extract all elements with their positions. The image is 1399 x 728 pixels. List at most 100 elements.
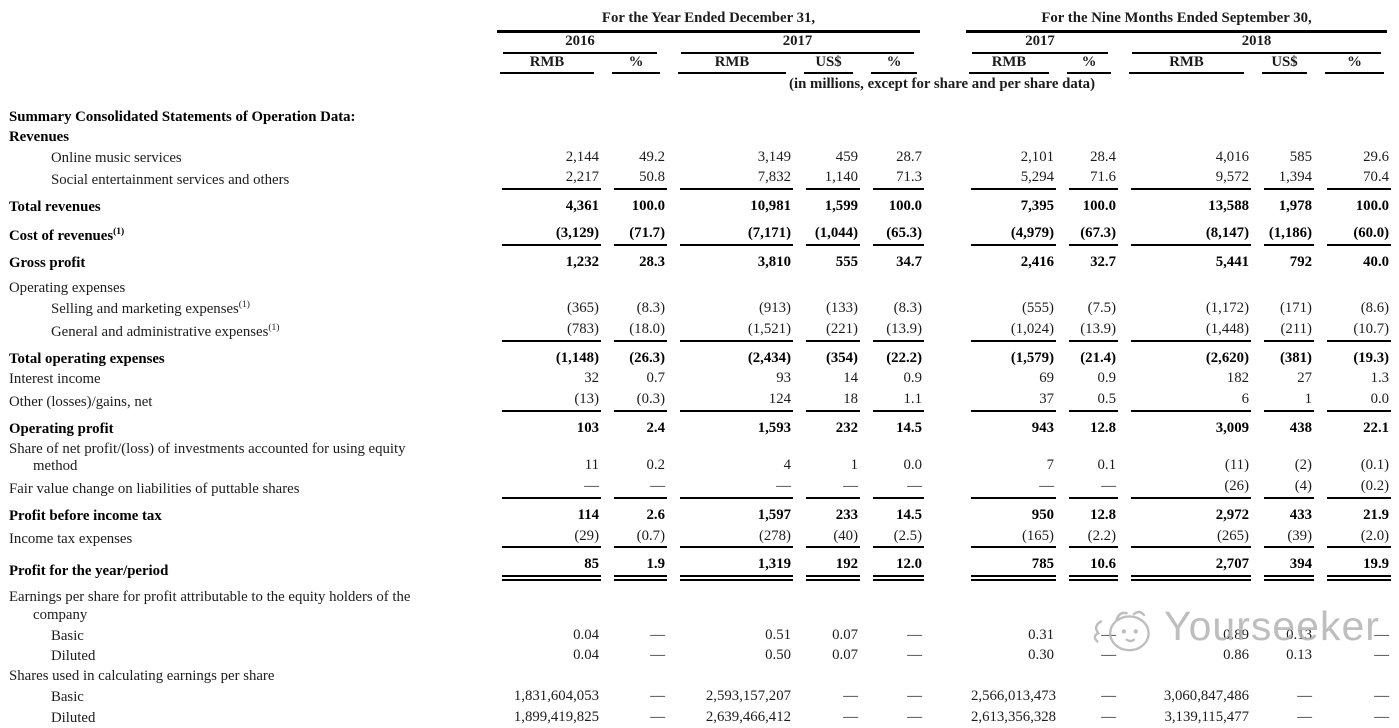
period-header-2018: 2018 bbox=[1120, 33, 1393, 54]
currency-header: RMB bbox=[669, 54, 795, 75]
value-cell: 28.7 bbox=[862, 148, 926, 169]
value-cell: (13.9) bbox=[1058, 320, 1120, 343]
value-cell: (7.5) bbox=[1058, 299, 1120, 320]
value-cell: (26.3) bbox=[603, 343, 669, 370]
row-label: Total revenues bbox=[3, 191, 491, 218]
value-cell bbox=[960, 273, 1058, 299]
value-cell: (133) bbox=[795, 299, 862, 320]
row-label: Share of net profit/(loss) of investment… bbox=[3, 440, 491, 478]
value-cell: (1,521) bbox=[669, 320, 795, 343]
value-cell: 70.4 bbox=[1316, 168, 1393, 191]
value-cell: 0.9 bbox=[1058, 369, 1120, 390]
value-cell bbox=[1058, 128, 1120, 148]
value-cell: 792 bbox=[1253, 247, 1316, 274]
value-cell: 14.5 bbox=[862, 413, 926, 440]
value-cell: 2,101 bbox=[960, 148, 1058, 169]
value-cell bbox=[960, 128, 1058, 148]
value-cell: (8,147) bbox=[1120, 218, 1253, 247]
value-cell bbox=[1120, 582, 1253, 626]
value-cell bbox=[669, 667, 795, 687]
value-cell: 1 bbox=[1253, 390, 1316, 413]
value-cell bbox=[1120, 128, 1253, 148]
value-cell bbox=[603, 582, 669, 626]
value-cell: 100.0 bbox=[1316, 191, 1393, 218]
value-cell: (211) bbox=[1253, 320, 1316, 343]
label-column-spacer bbox=[3, 74, 491, 100]
table-row: Income tax expenses(29)(0.7)(278)(40)(2.… bbox=[3, 527, 1393, 550]
label-column-spacer bbox=[3, 54, 491, 75]
value-cell: 2,613,356,328 bbox=[960, 708, 1058, 728]
value-cell: 0.9 bbox=[862, 369, 926, 390]
value-cell bbox=[1058, 273, 1120, 299]
value-cell: 71.6 bbox=[1058, 168, 1120, 191]
column-spacer bbox=[926, 100, 960, 128]
currency-header: RMB bbox=[491, 54, 603, 75]
value-cell: 1,319 bbox=[669, 549, 795, 582]
column-spacer bbox=[926, 646, 960, 667]
value-cell: 7 bbox=[960, 440, 1058, 478]
value-cell: 34.7 bbox=[862, 247, 926, 274]
value-cell: (1,024) bbox=[960, 320, 1058, 343]
group-header-nine-months-label: For the Nine Months Ended September 30, bbox=[966, 10, 1387, 33]
value-cell: — bbox=[862, 626, 926, 647]
value-cell: 21.9 bbox=[1316, 500, 1393, 527]
period-header-2017: 2017 bbox=[960, 33, 1120, 54]
currency-header: % bbox=[1316, 54, 1393, 75]
row-label: Earnings per share for profit attributab… bbox=[3, 582, 491, 626]
value-cell bbox=[1253, 273, 1316, 299]
value-cell: (19.3) bbox=[1316, 343, 1393, 370]
value-cell: 1,599 bbox=[795, 191, 862, 218]
group-header-year-ended-label: For the Year Ended December 31, bbox=[497, 10, 920, 33]
currency-label: RMB bbox=[500, 54, 594, 75]
value-cell: 0.04 bbox=[491, 646, 603, 667]
value-cell: 0.31 bbox=[960, 626, 1058, 647]
currency-header: US$ bbox=[795, 54, 862, 75]
row-label: Diluted bbox=[3, 708, 491, 728]
value-cell: 1,899,419,825 bbox=[491, 708, 603, 728]
column-spacer bbox=[926, 440, 960, 478]
value-cell: 18 bbox=[795, 390, 862, 413]
value-cell: (913) bbox=[669, 299, 795, 320]
value-cell: 1.9 bbox=[603, 549, 669, 582]
year-2017-label: 2017 bbox=[681, 33, 914, 54]
value-cell: 1.1 bbox=[862, 390, 926, 413]
currency-label: RMB bbox=[1129, 54, 1244, 75]
value-cell: (26) bbox=[1120, 477, 1253, 500]
value-cell: 14 bbox=[795, 369, 862, 390]
value-cell: 0.0 bbox=[862, 440, 926, 478]
currency-label: RMB bbox=[969, 54, 1049, 75]
row-label: Social entertainment services and others bbox=[3, 168, 491, 191]
value-cell: 28.4 bbox=[1058, 148, 1120, 169]
value-cell: 0.7 bbox=[603, 369, 669, 390]
value-cell bbox=[669, 128, 795, 148]
value-cell bbox=[862, 100, 926, 128]
row-label: Diluted bbox=[3, 646, 491, 667]
group-header-year-ended: For the Year Ended December 31, bbox=[491, 10, 926, 33]
currency-label: US$ bbox=[804, 54, 853, 75]
row-label: Profit before income tax bbox=[3, 500, 491, 527]
value-cell: 69 bbox=[960, 369, 1058, 390]
table-row: Summary Consolidated Statements of Opera… bbox=[3, 100, 1393, 128]
value-cell: (39) bbox=[1253, 527, 1316, 550]
value-cell: (2) bbox=[1253, 440, 1316, 478]
value-cell: (7,171) bbox=[669, 218, 795, 247]
value-cell bbox=[603, 273, 669, 299]
column-spacer bbox=[926, 687, 960, 708]
value-cell: (10.7) bbox=[1316, 320, 1393, 343]
column-spacer bbox=[926, 667, 960, 687]
column-spacer bbox=[926, 168, 960, 191]
row-label: Other (losses)/gains, net bbox=[3, 390, 491, 413]
value-cell: 11 bbox=[491, 440, 603, 478]
row-label: Online music services bbox=[3, 148, 491, 169]
value-cell: 7,832 bbox=[669, 168, 795, 191]
value-cell: — bbox=[603, 687, 669, 708]
value-cell: — bbox=[1058, 687, 1120, 708]
value-cell: 2,972 bbox=[1120, 500, 1253, 527]
value-cell: 27 bbox=[1253, 369, 1316, 390]
year-2016-label: 2016 bbox=[503, 33, 657, 54]
value-cell bbox=[603, 100, 669, 128]
value-cell: (1,186) bbox=[1253, 218, 1316, 247]
